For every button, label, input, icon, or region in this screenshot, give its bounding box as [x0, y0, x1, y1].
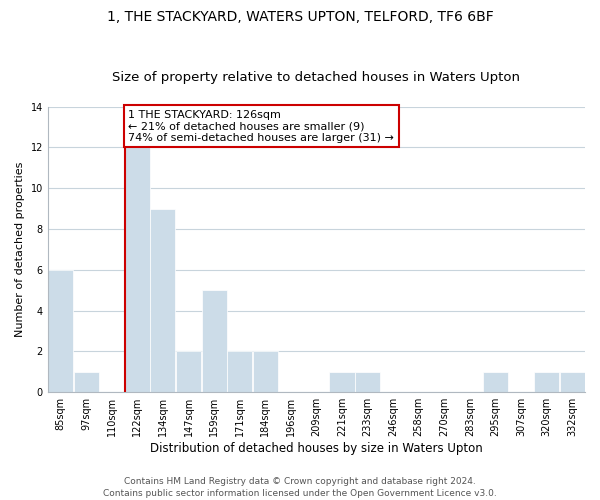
Bar: [151, 208, 175, 392]
Bar: [253, 352, 278, 392]
Bar: [202, 290, 227, 392]
Title: Size of property relative to detached houses in Waters Upton: Size of property relative to detached ho…: [112, 72, 520, 85]
Bar: [329, 372, 355, 392]
Text: 1 THE STACKYARD: 126sqm
← 21% of detached houses are smaller (9)
74% of semi-det: 1 THE STACKYARD: 126sqm ← 21% of detache…: [128, 110, 394, 143]
Bar: [355, 372, 380, 392]
Bar: [560, 372, 585, 392]
Bar: [227, 352, 252, 392]
Bar: [534, 372, 559, 392]
Bar: [74, 372, 98, 392]
Text: Contains HM Land Registry data © Crown copyright and database right 2024.
Contai: Contains HM Land Registry data © Crown c…: [103, 476, 497, 498]
Bar: [48, 270, 73, 392]
X-axis label: Distribution of detached houses by size in Waters Upton: Distribution of detached houses by size …: [150, 442, 483, 455]
Bar: [176, 352, 201, 392]
Bar: [483, 372, 508, 392]
Text: 1, THE STACKYARD, WATERS UPTON, TELFORD, TF6 6BF: 1, THE STACKYARD, WATERS UPTON, TELFORD,…: [107, 10, 493, 24]
Bar: [125, 148, 150, 392]
Y-axis label: Number of detached properties: Number of detached properties: [15, 162, 25, 337]
